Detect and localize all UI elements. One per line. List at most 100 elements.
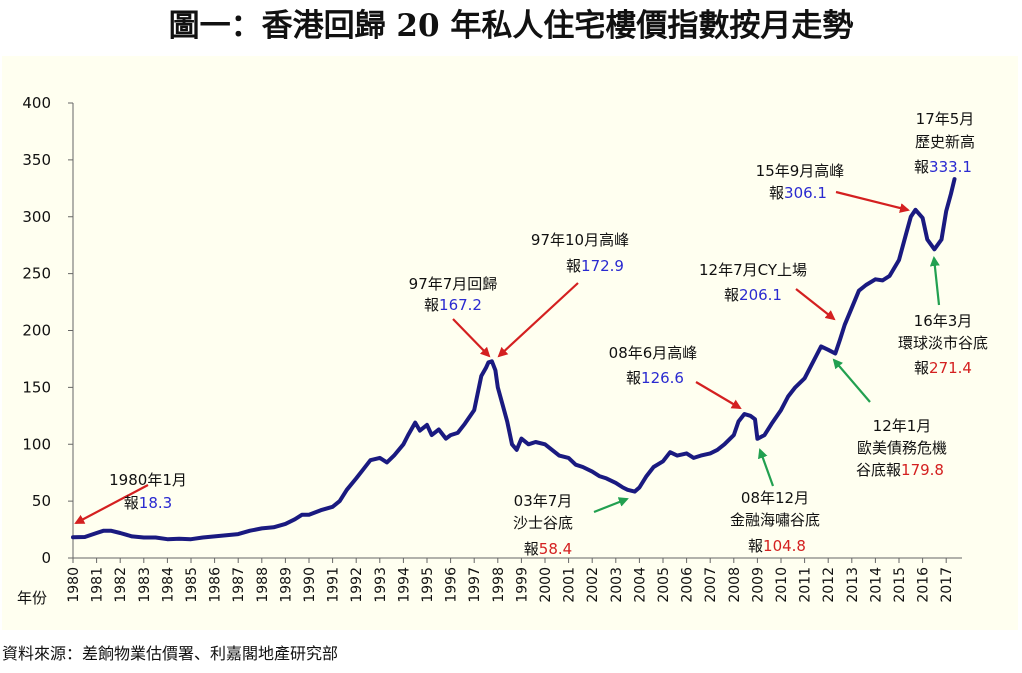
y-tick-label: 0 — [41, 549, 51, 567]
annotation-label: 03年7月 — [514, 492, 573, 510]
annotation-arrow — [758, 448, 775, 487]
y-tick-label: 300 — [22, 208, 51, 226]
x-tick-label: 2004 — [632, 567, 648, 603]
x-tick-label: 1990 — [302, 567, 318, 603]
annotation-label: 97年7月回歸 — [409, 275, 498, 293]
x-tick-label: 2005 — [656, 567, 672, 603]
annotation-value-line: 報333.1 — [914, 158, 972, 176]
x-tick-label: 1982 — [113, 567, 129, 603]
annotation-prefix: 報 — [769, 184, 784, 202]
annotation-value-line: 報18.3 — [124, 494, 172, 512]
x-tick-label: 2000 — [538, 567, 554, 603]
annotation-value: 104.8 — [763, 537, 806, 555]
annotation-label-line2: 沙士谷底 — [513, 514, 573, 532]
y-tick-label: 150 — [22, 378, 51, 396]
annotation-label: 08年6月高峰 — [609, 344, 698, 362]
annotation-value: 18.3 — [139, 494, 172, 512]
x-tick-label: 1980 — [66, 567, 82, 603]
annotation-arrow — [74, 484, 149, 524]
annotation-arrow — [929, 256, 941, 306]
x-tick-label: 2002 — [585, 567, 601, 603]
annotation-arrow — [593, 497, 629, 514]
annotation-label-line2: 金融海嘯谷底 — [730, 511, 820, 529]
annotation-value: 58.4 — [539, 540, 572, 558]
chart-title: 圖一：香港回歸 20 年私人住宅樓價指數按月走勢 — [168, 8, 854, 44]
line-chart: 0 50 100 150 200 250 300 350 400 1980 1981 1982 1983… — [17, 94, 988, 607]
annotation-label: 1980年1月 — [109, 471, 187, 489]
annotation-arrow — [497, 282, 579, 358]
annotation-value-line: 報172.9 — [566, 257, 624, 275]
x-tick-label: 1985 — [184, 567, 200, 603]
annotation-value-line: 報206.1 — [724, 286, 782, 304]
annotation-value-line: 報104.8 — [748, 537, 806, 555]
y-tick-label: 200 — [22, 322, 51, 340]
x-tick-label: 1997 — [467, 567, 483, 603]
annotation-value: 126.6 — [641, 369, 684, 387]
annotation-label-line2: 歐美債務危機 — [857, 439, 947, 457]
x-tick-label: 1987 — [231, 567, 247, 603]
annotation-label: 17年5月 — [916, 110, 975, 128]
x-tick-label: 2014 — [868, 567, 884, 603]
annotation-prefix: 報 — [914, 158, 929, 176]
annotation-value: 333.1 — [929, 158, 972, 176]
x-tick-label: 2007 — [703, 567, 719, 603]
annotation-value: 306.1 — [784, 184, 827, 202]
annotation-value: 271.4 — [929, 359, 972, 377]
annotation-value: 167.2 — [439, 296, 482, 314]
x-tick-label: 2016 — [916, 567, 932, 603]
annotation-prefix: 報 — [566, 257, 581, 275]
annotation-value-line: 報271.4 — [914, 359, 972, 377]
x-tick-label: 1986 — [208, 567, 224, 603]
annotation-prefix: 報 — [626, 369, 641, 387]
x-tick-label: 1981 — [90, 567, 106, 603]
x-tick-label: 2009 — [750, 567, 766, 603]
annotation-label: 12年1月 — [873, 417, 932, 435]
x-tick-label: 2015 — [892, 567, 908, 603]
annotation-value-line: 報58.4 — [524, 540, 572, 558]
x-axis-title: 年份 — [17, 589, 47, 607]
annotation-label: 16年3月 — [914, 312, 973, 330]
annotation-prefix: 報 — [124, 494, 139, 512]
x-tick-label: 1993 — [373, 567, 389, 603]
plot-background — [2, 56, 1018, 630]
x-tick-label: 2006 — [680, 567, 696, 603]
x-tick-label: 1999 — [514, 567, 530, 603]
annotation-arrow — [832, 358, 871, 403]
x-tick-label: 1984 — [160, 567, 176, 603]
x-tick-label: 1998 — [491, 567, 507, 603]
x-tick-label: 2001 — [562, 567, 578, 603]
annotation-value-line: 谷底報179.8 — [856, 461, 944, 479]
annotation-prefix: 報 — [524, 540, 539, 558]
y-tick-label: 250 — [22, 265, 51, 283]
annotation-label: 12年7月CY上場 — [699, 261, 807, 279]
annotation-value: 179.8 — [901, 461, 944, 479]
x-tick-label: 2008 — [727, 567, 743, 603]
x-tick-label: 2010 — [774, 567, 790, 603]
x-tick-label: 1983 — [137, 567, 153, 603]
series-line-price-index — [71, 177, 957, 542]
y-tick-label: 50 — [32, 492, 51, 510]
annotation-value: 172.9 — [581, 257, 624, 275]
x-tick-label: 1996 — [444, 567, 460, 603]
x-tick-label: 2003 — [609, 567, 625, 603]
annotation-prefix: 報 — [724, 286, 739, 304]
annotation-prefix: 報 — [914, 359, 929, 377]
x-tick-label: 2012 — [821, 567, 837, 603]
annotation-arrow — [835, 190, 910, 213]
annotation-value-line: 報306.1 — [769, 184, 827, 202]
annotation-prefix: 報 — [424, 296, 439, 314]
x-tick-label: 1988 — [255, 567, 271, 603]
x-tick-label: 1995 — [420, 567, 436, 603]
annotation-label-line2: 環球淡市谷底 — [898, 334, 988, 352]
x-tick-label: 2017 — [939, 567, 955, 603]
annotation-prefix: 報 — [748, 537, 763, 555]
annotation-label: 97年10月高峰 — [531, 231, 629, 249]
source-note: 資料來源：差餉物業估價署、利嘉閣地產研究部 — [2, 644, 339, 663]
annotation-value-line: 報126.6 — [626, 369, 684, 387]
annotation-label-line2: 歷史新高 — [915, 133, 975, 151]
y-tick-label: 100 — [22, 435, 51, 453]
x-tick-label: 1989 — [278, 567, 294, 603]
y-tick-label: 350 — [22, 151, 51, 169]
annotation-arrow — [695, 381, 742, 410]
annotation-arrow — [452, 318, 491, 358]
